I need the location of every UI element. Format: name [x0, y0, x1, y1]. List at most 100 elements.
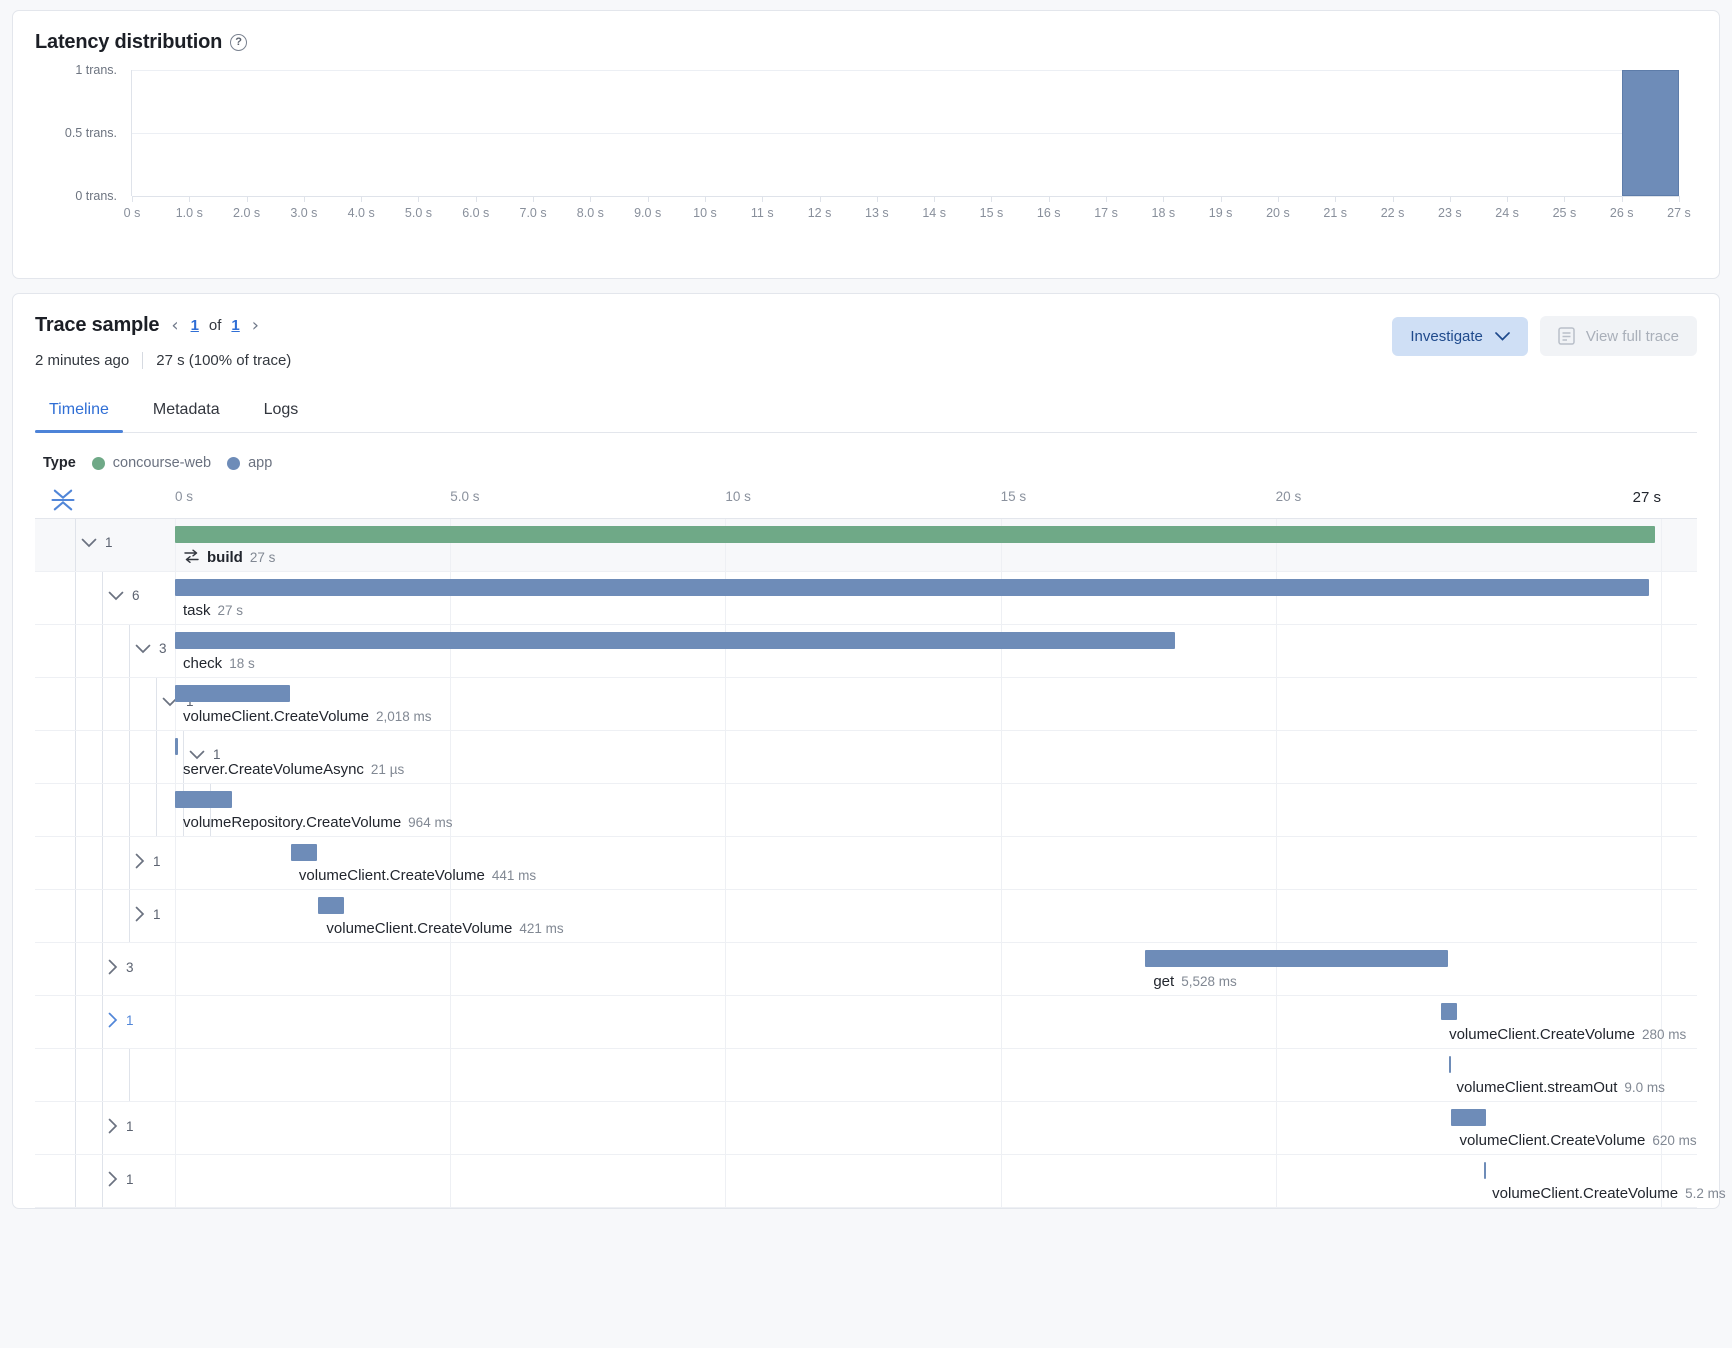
- investigate-button[interactable]: Investigate: [1392, 316, 1528, 356]
- span-name: volumeClient.CreateVolume: [326, 920, 513, 937]
- depth-guide: [156, 784, 157, 836]
- collapse-all-icon[interactable]: [49, 487, 77, 513]
- span-label[interactable]: volumeClient.streamOut 9.0 ms: [1457, 1079, 1665, 1096]
- tab-timeline[interactable]: Timeline: [35, 393, 123, 433]
- span-name: server.CreateVolumeAsync: [183, 761, 364, 778]
- investigate-label: Investigate: [1410, 327, 1483, 345]
- x-axis-label: 8.0 s: [576, 206, 604, 220]
- span-duration: 5.2 ms: [1685, 1186, 1726, 1201]
- chart-bar[interactable]: [1621, 70, 1679, 196]
- chevron-down-icon: [81, 538, 97, 547]
- trace-sample-header-left: Trace sample ‹ 1 of 1 › 2 minutes ago 27…: [35, 314, 1392, 369]
- column-divider: [1275, 625, 1277, 677]
- span-label[interactable]: get 5,528 ms: [1153, 973, 1236, 990]
- span-bar[interactable]: [175, 632, 1176, 649]
- trace-tabs: Timeline Metadata Logs: [35, 393, 1697, 433]
- x-axis-label: 13 s: [865, 206, 889, 220]
- waterfall-row[interactable]: 1 volumeClient.CreateVolume 441 ms: [35, 837, 1697, 890]
- waterfall-row[interactable]: 1 volumeClient.CreateVolume 280 ms: [35, 996, 1697, 1049]
- span-bar[interactable]: [318, 897, 344, 914]
- pager-current-page[interactable]: 1: [190, 317, 199, 334]
- depth-guide: [102, 1102, 103, 1154]
- chevron-right-icon: [135, 853, 145, 869]
- span-bar[interactable]: [175, 738, 178, 755]
- legend-item-concourse-web[interactable]: concourse-web: [91, 455, 211, 471]
- row-expand-toggle[interactable]: 1: [108, 1012, 134, 1028]
- x-axis-label: 26 s: [1609, 206, 1634, 220]
- span-bar[interactable]: [1451, 1109, 1486, 1126]
- row-collapse-toggle[interactable]: 1: [189, 747, 221, 762]
- span-label[interactable]: task 27 s: [183, 602, 243, 619]
- span-bar[interactable]: [175, 526, 1656, 543]
- row-expand-toggle[interactable]: 1: [135, 906, 161, 922]
- y-axis: 1 trans. 0.5 trans. 0 trans.: [35, 63, 123, 203]
- depth-guide: [75, 731, 76, 783]
- row-collapse-toggle[interactable]: 1: [81, 535, 113, 550]
- tab-logs[interactable]: Logs: [263, 401, 299, 418]
- x-axis-label: 15 s: [979, 206, 1004, 220]
- span-bar[interactable]: [175, 685, 291, 702]
- span-label[interactable]: volumeClient.CreateVolume 441 ms: [299, 867, 536, 884]
- waterfall-row[interactable]: 3 check 18 s: [35, 625, 1697, 678]
- column-divider: [450, 890, 452, 942]
- row-expand-toggle[interactable]: 1: [108, 1171, 134, 1187]
- span-label[interactable]: check 18 s: [183, 655, 255, 672]
- waterfall-row[interactable]: volumeClient.streamOut 9.0 ms: [35, 1049, 1697, 1102]
- span-label[interactable]: build 27 s: [183, 549, 275, 568]
- x-axis-tick: [303, 196, 305, 202]
- span-label[interactable]: volumeRepository.CreateVolume 964 ms: [183, 814, 452, 831]
- depth-guide: [75, 1102, 76, 1154]
- depth-guide: [102, 731, 103, 783]
- pager-total-pages[interactable]: 1: [231, 317, 240, 334]
- column-divider: [1275, 943, 1277, 995]
- x-axis-tick: [590, 196, 592, 202]
- view-full-trace-button[interactable]: View full trace: [1539, 316, 1697, 356]
- column-divider: [725, 519, 727, 571]
- help-circle-icon[interactable]: ?: [230, 34, 248, 51]
- x-axis-tick: [934, 196, 936, 202]
- span-label[interactable]: volumeClient.CreateVolume 2,018 ms: [183, 708, 431, 725]
- column-divider: [175, 943, 176, 995]
- waterfall-row[interactable]: 1 build 27 s: [35, 519, 1697, 572]
- chevron-right-icon[interactable]: ›: [251, 314, 259, 336]
- legend-item-app[interactable]: app: [227, 455, 272, 471]
- span-label[interactable]: volumeClient.CreateVolume 421 ms: [326, 920, 563, 937]
- ruler-tick-label: 10 s: [725, 489, 751, 504]
- span-bar[interactable]: [1448, 1056, 1451, 1073]
- column-divider: [1275, 996, 1277, 1048]
- x-axis-label: 25 s: [1552, 206, 1577, 220]
- row-collapse-toggle[interactable]: 6: [108, 588, 140, 603]
- span-bar[interactable]: [1484, 1162, 1487, 1179]
- span-bar[interactable]: [1441, 1003, 1457, 1020]
- waterfall-row[interactable]: 1 volumeClient.CreateVolume 421 ms: [35, 890, 1697, 943]
- waterfall-row[interactable]: 1 server.CreateVolumeAsync 21 µs: [35, 731, 1697, 784]
- span-label[interactable]: volumeClient.CreateVolume 620 ms: [1459, 1132, 1696, 1149]
- waterfall-row[interactable]: 3 get 5,528 ms: [35, 943, 1697, 996]
- chevron-left-icon[interactable]: ‹: [171, 314, 179, 336]
- column-divider: [1000, 572, 1002, 624]
- waterfall-row[interactable]: 1 volumeClient.CreateVolume 5.2 ms: [35, 1155, 1726, 1208]
- span-bar[interactable]: [290, 844, 318, 861]
- chevron-right-icon: [108, 959, 118, 975]
- span-label[interactable]: volumeClient.CreateVolume 5.2 ms: [1492, 1185, 1725, 1202]
- depth-guide: [102, 943, 103, 995]
- row-expand-toggle[interactable]: 3: [108, 959, 134, 975]
- row-expand-toggle[interactable]: 1: [108, 1118, 134, 1134]
- waterfall-row[interactable]: 1 volumeClient.CreateVolume 620 ms: [35, 1102, 1697, 1155]
- span-bar[interactable]: [175, 791, 233, 808]
- x-axis-tick: [1277, 196, 1279, 202]
- row-collapse-toggle[interactable]: 3: [135, 641, 167, 656]
- document-icon: [1558, 327, 1575, 345]
- chevron-right-icon: [108, 1171, 118, 1187]
- waterfall-row[interactable]: 6 task 27 s: [35, 572, 1697, 625]
- tab-metadata[interactable]: Metadata: [152, 401, 220, 418]
- row-expand-toggle[interactable]: 1: [135, 853, 161, 869]
- span-label[interactable]: server.CreateVolumeAsync 21 µs: [183, 761, 404, 778]
- span-bar[interactable]: [175, 579, 1650, 596]
- span-bar[interactable]: [1145, 950, 1449, 967]
- waterfall-row[interactable]: volumeRepository.CreateVolume 964 ms: [35, 784, 1697, 837]
- row-child-count: 1: [213, 747, 221, 762]
- gridline: [132, 133, 1679, 134]
- span-label[interactable]: volumeClient.CreateVolume 280 ms: [1449, 1026, 1686, 1043]
